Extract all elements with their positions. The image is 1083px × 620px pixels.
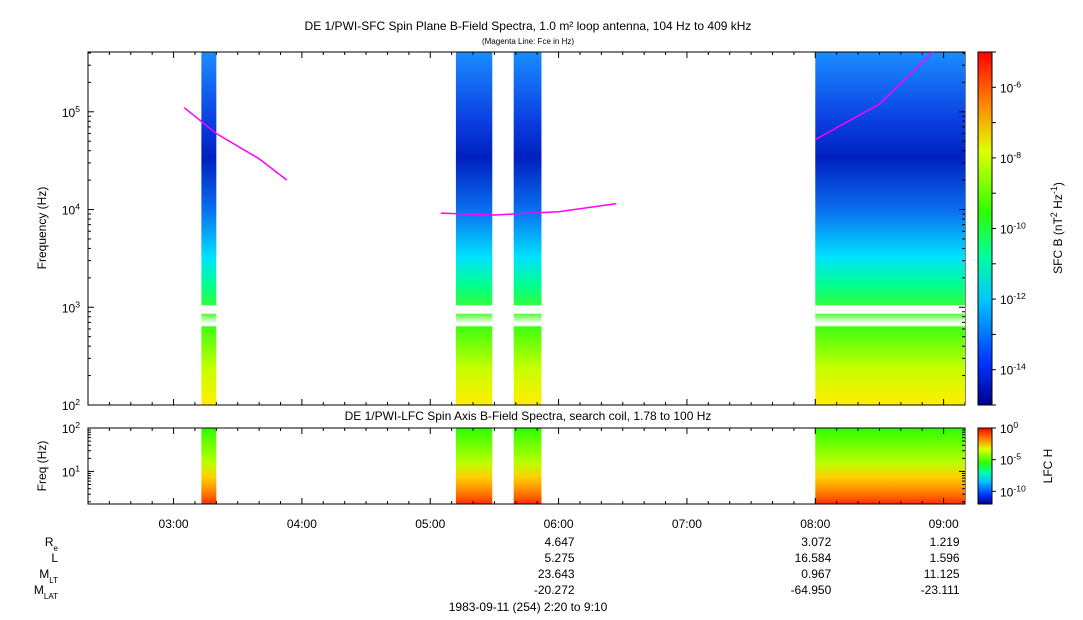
ephemeris-value: 4.647 (545, 535, 575, 549)
sfc-data-segments (201, 52, 965, 405)
lfc-y-axis-label: Freq (Hz) (35, 441, 49, 492)
lfc-data-segment (201, 428, 217, 504)
lfc-data-segment (513, 428, 542, 504)
lfc-spectrogram-panel: 101 102 Freq (Hz) (35, 420, 966, 505)
y-tick-label: 103 (62, 299, 80, 315)
colorbar-tick-label: 10-10 (1000, 221, 1026, 237)
ephemeris-value: 16.584 (795, 551, 832, 565)
sfc-data-segment (201, 52, 217, 405)
sfc-spectrogram-panel: 102 103 104 105 Frequency (Hz) (35, 51, 966, 413)
time-axis: 03:00 04:00 05:00 06:00 07:00 08:00 09:00 (87, 52, 966, 531)
ephemeris-value: -20.272 (534, 583, 575, 597)
colorbar-tick-label: 100 (1000, 420, 1018, 436)
lfc-colorbar: 100 10-5 10-10 LFC H (977, 420, 1055, 505)
sfc-band-gap (201, 305, 217, 314)
sfc-data-segment (513, 52, 542, 405)
ephemeris-value: 5.275 (545, 551, 575, 565)
colorbar-tick-label: 10-12 (1000, 291, 1026, 307)
sfc-data-segment (815, 52, 965, 405)
lfc-colorbar-scale (977, 427, 993, 505)
x-tick-label: 04:00 (287, 517, 317, 531)
colorbar-tick-label: 10-14 (1000, 362, 1026, 378)
lfc-colorbar-ticks: 100 10-5 10-10 (992, 420, 1026, 499)
fce-line-segment (814, 51, 934, 141)
ephemeris-row-label: MLAT (34, 583, 58, 601)
ephemeris-value: 0.967 (801, 567, 831, 581)
sfc-y-axis-label: Frequency (Hz) (35, 187, 49, 270)
sfc-colorbar-ticks: 10-6 10-8 10-10 10-12 10-14 (992, 51, 1026, 406)
ephemeris-value: 1.596 (930, 551, 960, 565)
colorbar-tick-label: 10-10 (1000, 483, 1026, 499)
y-tick-label: 102 (62, 397, 80, 413)
sfc-colorbar: 10-6 10-8 10-10 10-12 10-14 SFC B (nT2 Hz-1) (977, 51, 1065, 406)
y-tick-label: 105 (62, 104, 80, 120)
ephemeris-row-label: MLT (39, 567, 58, 585)
lfc-colorbar-label: LFC H (1041, 449, 1055, 484)
y-tick-label: 104 (62, 202, 80, 218)
sfc-band-gap (455, 305, 493, 314)
ephemeris-value: -64.950 (791, 583, 832, 597)
x-tick-label: 03:00 (159, 517, 189, 531)
y-tick-label: 101 (62, 463, 80, 479)
y-tick-label: 102 (62, 420, 80, 436)
lfc-data-segments (201, 428, 965, 504)
sfc-band-gap (513, 305, 542, 314)
x-tick-label: 09:00 (929, 517, 959, 531)
colorbar-tick-label: 10-8 (1000, 150, 1021, 166)
lfc-data-segment (455, 428, 493, 504)
x-tick-label: 05:00 (415, 517, 445, 531)
ephemeris-value: 23.643 (538, 567, 575, 581)
colorbar-tick-label: 10-6 (1000, 79, 1021, 95)
ephemeris-row-label: L (51, 551, 58, 565)
ephemeris-row-label: Re (45, 535, 59, 553)
ephemeris-value: 11.125 (924, 567, 960, 581)
ephemeris-table: Re 4.647 3.072 1.219 L 5.275 16.584 1.596 MLT 23.… (34, 535, 960, 601)
top-panel-title: DE 1/PWI-SFC Spin Plane B-Field Spectra,… (305, 19, 752, 33)
footer-date-range: 1983-09-11 (254) 2:20 to 9:10 (449, 600, 608, 614)
colorbar-tick-label: 10-5 (1000, 452, 1021, 468)
x-tick-label: 07:00 (672, 517, 702, 531)
x-tick-label: 06:00 (544, 517, 574, 531)
ephemeris-value: -23.111 (921, 583, 960, 597)
ephemeris-value: 1.219 (930, 535, 960, 549)
sfc-colorbar-label: SFC B (nT2 Hz-1) (1049, 182, 1065, 274)
fce-line-segment (183, 107, 288, 181)
lfc-data-segment (815, 428, 965, 504)
ephemeris-value: 3.072 (801, 535, 831, 549)
sfc-band-gap (815, 305, 965, 314)
sfc-y-axis-ticks: 102 103 104 105 (62, 52, 965, 413)
top-panel-subtitle: (Magenta Line: Fce in Hz) (482, 37, 574, 46)
sfc-colorbar-scale (977, 51, 993, 406)
sfc-data-segment (455, 52, 493, 405)
bottom-panel-title: DE 1/PWI-LFC Spin Axis B-Field Spectra, … (345, 409, 712, 423)
fce-line-segment (440, 202, 617, 216)
x-tick-label: 08:00 (800, 517, 830, 531)
